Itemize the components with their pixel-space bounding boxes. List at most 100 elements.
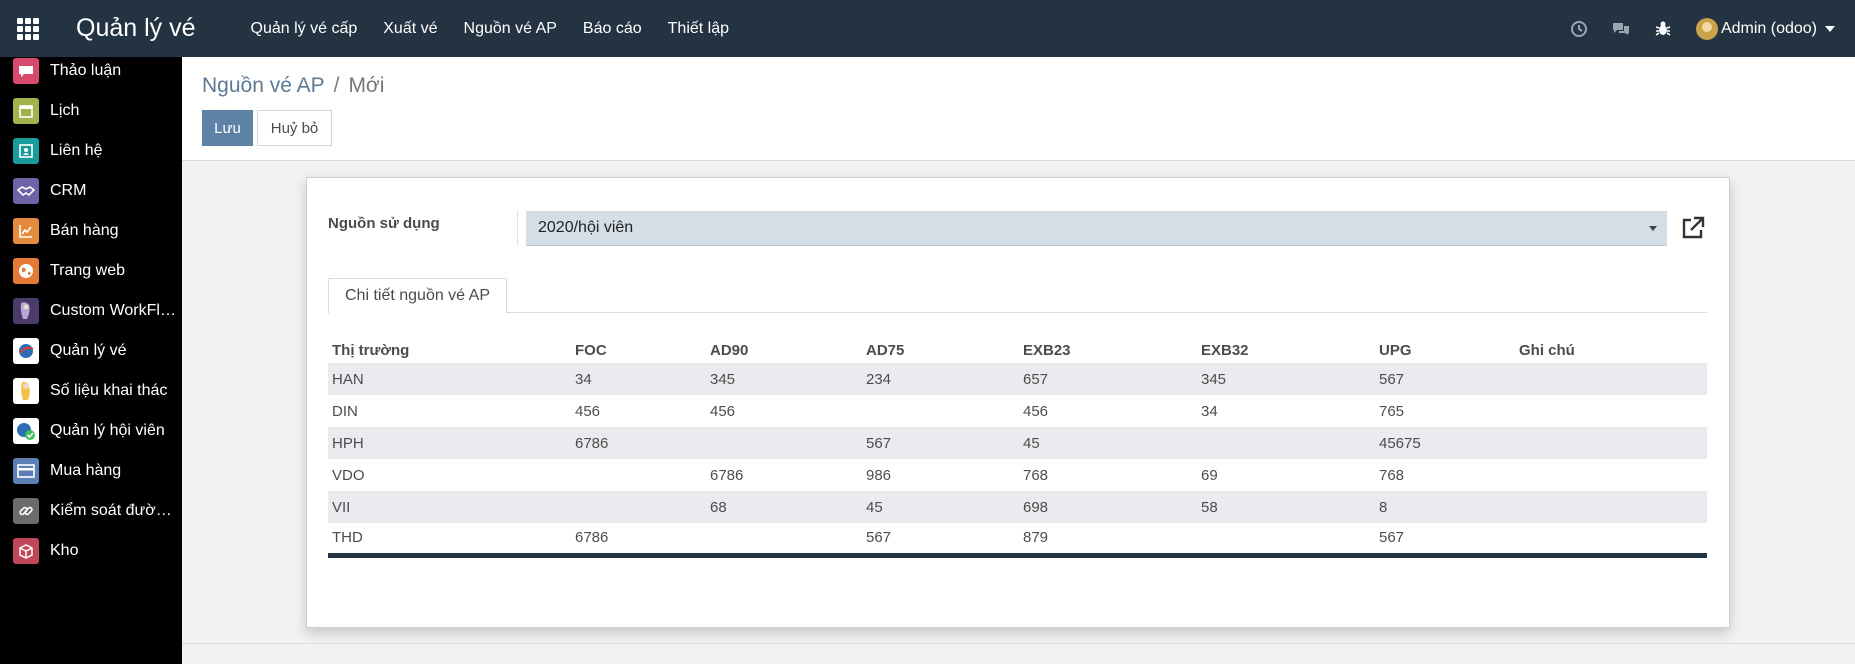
table-cell[interactable]: 567: [1375, 363, 1515, 395]
menu-ticket-issue[interactable]: Quản lý vé cấp: [250, 20, 358, 37]
table-cell[interactable]: [1515, 523, 1707, 558]
table-cell[interactable]: 698: [1019, 491, 1197, 523]
apps-menu-button[interactable]: [0, 0, 56, 57]
sidebar-item-custom-workflow[interactable]: Custom WorkFlow: [0, 291, 182, 331]
table-cell[interactable]: [1197, 427, 1375, 459]
table-row[interactable]: THD 6786 567 879 567: [328, 523, 1707, 558]
table-cell[interactable]: 68: [706, 491, 862, 523]
sidebar-item-operating-statistics[interactable]: Số liệu khai thác: [0, 371, 182, 411]
table-cell[interactable]: 345: [1197, 363, 1375, 395]
table-cell[interactable]: 768: [1023, 466, 1049, 484]
table-cell[interactable]: 765: [1379, 402, 1405, 420]
user-menu[interactable]: Admin (odoo): [1684, 0, 1855, 57]
table-cell[interactable]: 6786: [571, 523, 706, 558]
dropdown-caret-icon[interactable]: [1649, 226, 1657, 231]
table-cell[interactable]: VDO: [332, 466, 365, 484]
source-many2one-field[interactable]: [526, 211, 1667, 246]
column-header[interactable]: AD75: [866, 341, 905, 359]
table-row[interactable]: DIN 456 456 456 34 765: [328, 395, 1707, 427]
table-cell[interactable]: 768: [1379, 466, 1405, 484]
table-row[interactable]: HAN 34 345 234 657 345 567: [328, 363, 1707, 395]
sidebar-item-label: Quản lý hội viên: [50, 422, 165, 439]
table-cell[interactable]: [571, 459, 706, 491]
statistics-app-icon: [13, 378, 39, 404]
column-header[interactable]: Thị trường: [332, 341, 410, 359]
menu-export-ticket[interactable]: Xuất vé: [383, 20, 438, 37]
table-cell[interactable]: 34: [571, 363, 706, 395]
table-cell[interactable]: [1515, 491, 1707, 523]
table-cell[interactable]: 345: [706, 363, 862, 395]
table-cell[interactable]: [706, 427, 862, 459]
table-cell[interactable]: 657: [1019, 363, 1197, 395]
table-cell[interactable]: 567: [1375, 523, 1515, 558]
save-button[interactable]: Lưu: [202, 110, 253, 146]
source-input[interactable]: [538, 219, 1628, 237]
sidebar-item-sales[interactable]: Bán hàng: [0, 211, 182, 251]
table-cell[interactable]: [1515, 459, 1707, 491]
table-cell[interactable]: HPH: [328, 427, 571, 459]
table-cell[interactable]: 567: [862, 427, 1019, 459]
table-cell[interactable]: 58: [1197, 491, 1375, 523]
column-header[interactable]: Ghi chú: [1519, 341, 1575, 359]
menu-reports[interactable]: Báo cáo: [582, 20, 642, 37]
sidebar-item-ticket-management[interactable]: Quản lý vé: [0, 331, 182, 371]
sidebar-item-contacts[interactable]: Liên hệ: [0, 131, 182, 171]
table-cell[interactable]: HAN: [328, 363, 571, 395]
sidebar-item-link-control[interactable]: Kiểm soát đường dẫn: [0, 491, 182, 531]
column-header[interactable]: AD90: [710, 341, 749, 359]
table-cell[interactable]: 567: [862, 523, 1019, 558]
sidebar-item-discuss[interactable]: Thảo luận: [0, 57, 182, 91]
sidebar-item-calendar[interactable]: Lịch: [0, 91, 182, 131]
table-cell[interactable]: [706, 523, 862, 558]
sidebar-item-membership[interactable]: Quản lý hội viên: [0, 411, 182, 451]
app-sidebar: Thảo luận Lịch Liên hệ CRM Bán hàng Tran…: [0, 57, 182, 664]
debug-bug-icon[interactable]: [1642, 0, 1684, 57]
table-cell[interactable]: 456: [1023, 402, 1049, 420]
menu-settings[interactable]: Thiết lập: [667, 20, 730, 37]
column-header[interactable]: FOC: [575, 341, 607, 359]
table-cell[interactable]: 45: [1019, 427, 1197, 459]
table-cell[interactable]: [862, 395, 1019, 427]
cancel-button[interactable]: Huỷ bỏ: [257, 110, 332, 146]
activity-clock-icon[interactable]: [1558, 0, 1600, 57]
table-cell[interactable]: 6786: [710, 466, 744, 484]
messaging-chat-icon[interactable]: [1600, 0, 1642, 57]
table-cell[interactable]: 69: [1201, 466, 1218, 484]
table-cell[interactable]: [1515, 395, 1707, 427]
breadcrumb-parent-link[interactable]: Nguồn vé AP: [202, 74, 325, 97]
table-cell[interactable]: 456: [710, 402, 736, 420]
table-cell[interactable]: 45: [862, 491, 1019, 523]
table-row[interactable]: HPH 6786 567 45 45675: [328, 427, 1707, 459]
external-link-icon[interactable]: [1679, 214, 1707, 242]
menu-ap-ticket-source[interactable]: Nguồn vé AP: [463, 20, 557, 37]
table-cell[interactable]: [1515, 427, 1707, 459]
table-cell[interactable]: 879: [1019, 523, 1197, 558]
table-cell[interactable]: 986: [866, 466, 892, 484]
table-cell[interactable]: 34: [1201, 402, 1218, 420]
table-cell[interactable]: 234: [862, 363, 1019, 395]
table-cell[interactable]: VII: [328, 491, 571, 523]
table-row[interactable]: VII 68 45 698 58 8: [328, 491, 1707, 523]
sidebar-item-purchase[interactable]: Mua hàng: [0, 451, 182, 491]
sidebar-item-website[interactable]: Trang web: [0, 251, 182, 291]
table-cell[interactable]: [1197, 523, 1375, 558]
table-cell[interactable]: [571, 491, 706, 523]
table-cell[interactable]: 6786: [571, 427, 706, 459]
column-header[interactable]: EXB32: [1201, 341, 1249, 359]
sidebar-item-inventory[interactable]: Kho: [0, 531, 182, 571]
table-cell[interactable]: [1515, 363, 1707, 395]
breadcrumb-separator: /: [333, 74, 340, 97]
column-header[interactable]: EXB23: [1023, 341, 1071, 359]
sidebar-item-label: Kiểm soát đường dẫn: [50, 502, 180, 519]
table-cell[interactable]: 8: [1375, 491, 1515, 523]
column-header[interactable]: UPG: [1379, 341, 1412, 359]
table-cell[interactable]: THD: [328, 523, 571, 558]
content-bottom-border: [182, 643, 1855, 644]
apps-grid-icon: [17, 17, 39, 40]
table-cell[interactable]: DIN: [332, 402, 358, 420]
table-cell[interactable]: 456: [575, 402, 601, 420]
tab-ap-source-details[interactable]: Chi tiết nguồn vé AP: [328, 278, 507, 314]
sidebar-item-crm[interactable]: CRM: [0, 171, 182, 211]
table-row[interactable]: VDO 6786 986 768 69 768: [328, 459, 1707, 491]
table-cell[interactable]: 45675: [1375, 427, 1515, 459]
